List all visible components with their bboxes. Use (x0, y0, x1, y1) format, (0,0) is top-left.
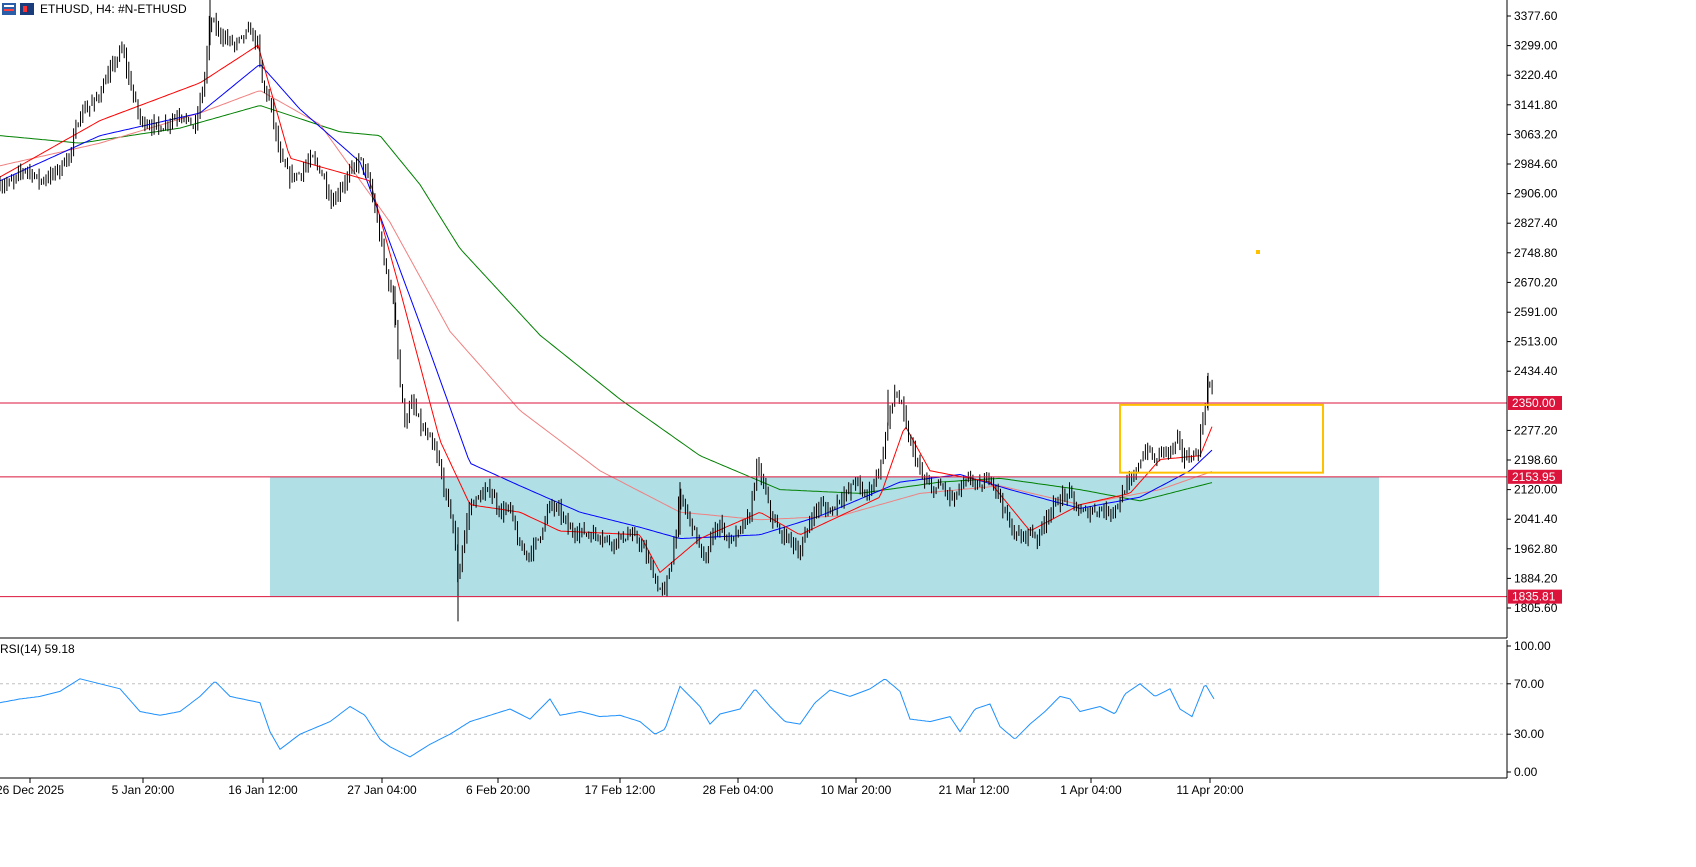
rsi-pane (0, 678, 1215, 758)
time-tick-label: 11 Apr 20:00 (1176, 783, 1243, 797)
one-click-trading-icon-part (23, 6, 27, 12)
ema-fast-line (0, 44, 1213, 574)
price-tick-label: 3141.80 (1514, 98, 1558, 112)
level-tags: 2350.00 2153.95 1835.81 (1508, 395, 1562, 604)
ema-long-line (0, 105, 1213, 502)
price-tick-label: 2513.00 (1514, 335, 1558, 349)
price-tick-label: 2827.40 (1514, 216, 1558, 230)
chart-type-icon-bar2 (4, 9, 14, 11)
price-tick-label: 2906.00 (1514, 187, 1558, 201)
price-tick-label: 2984.60 (1514, 157, 1558, 171)
price-tick-label: 2277.20 (1514, 423, 1558, 437)
moving-averages-layer (0, 44, 1213, 574)
rsi-tick-label: 30.00 (1514, 727, 1544, 741)
price-tick-label: 2748.80 (1514, 246, 1558, 260)
grid-layer (0, 683, 1507, 735)
level-tag-2 (1508, 589, 1562, 604)
chart-header: ETHUSD, H4: #N-ETHUSD (2, 2, 187, 16)
time-tick-label: 10 Mar 20:00 (821, 783, 892, 797)
rsi-line (0, 678, 1215, 758)
price-tick-label: 1962.80 (1514, 542, 1558, 556)
time-tick-label: 26 Dec 2025 (0, 783, 64, 797)
time-tick-label: 21 Mar 12:00 (939, 783, 1010, 797)
rsi-title: RSI(14) 59.18 (0, 642, 75, 656)
rsi-tick-label: 100.00 (1514, 639, 1551, 653)
time-tick-label: 6 Feb 20:00 (466, 783, 530, 797)
time-tick-label: 1 Apr 04:00 (1060, 783, 1122, 797)
time-tick-label: 28 Feb 04:00 (703, 783, 774, 797)
level-tag-1 (1508, 469, 1562, 484)
price-bars-layer (0, 0, 1213, 622)
time-tick-label: 27 Jan 04:00 (347, 783, 417, 797)
price-tick-label: 1805.60 (1514, 601, 1558, 615)
breakout-box-layer (1119, 403, 1324, 474)
time-axis[interactable]: 26 Dec 2025 5 Jan 20:00 16 Jan 12:00 27 Jan… (0, 778, 1244, 797)
symbol-title: ETHUSD, H4: #N-ETHUSD (40, 2, 187, 16)
time-tick-label: 5 Jan 20:00 (112, 783, 175, 797)
price-tick-label: 2198.60 (1514, 453, 1558, 467)
price-tick-label: 2041.40 (1514, 512, 1558, 526)
level-tag-label-1: 2153.95 (1512, 470, 1556, 484)
chart-marker (1256, 250, 1260, 254)
ema-slow-line (0, 90, 1213, 521)
price-tick-label: 3299.00 (1514, 39, 1558, 53)
time-tick-label: 17 Feb 12:00 (585, 783, 656, 797)
chart-type-icon-bar (4, 5, 14, 7)
support-zone[interactable] (270, 476, 1379, 597)
breakout-box[interactable] (1119, 403, 1324, 474)
level-tag-label-0: 2350.00 (1512, 396, 1556, 410)
price-tick-label: 2670.20 (1514, 275, 1558, 289)
price-tick-label: 1884.20 (1514, 571, 1558, 585)
price-tick-label: 3063.20 (1514, 127, 1558, 141)
rsi-tick-label: 70.00 (1514, 677, 1544, 691)
level-tag-0 (1508, 395, 1562, 410)
horizontal-levels-layer (0, 402, 1507, 598)
ema-mid-line (0, 64, 1213, 540)
rsi-axis[interactable]: 100.00 70.00 30.00 0.00 (1507, 639, 1551, 779)
price-tick-label: 2434.40 (1514, 364, 1558, 378)
price-tick-label: 2120.00 (1514, 483, 1558, 497)
price-tick-label: 3377.60 (1514, 9, 1558, 23)
time-tick-label: 16 Jan 12:00 (228, 783, 298, 797)
price-axis[interactable]: 3377.60 3299.00 3220.40 3141.80 3063.20 2984.… (1507, 9, 1558, 615)
price-tick-label: 3220.40 (1514, 68, 1558, 82)
support-zone-layer (270, 476, 1379, 597)
level-tag-label-2: 1835.81 (1512, 590, 1556, 604)
price-tick-label: 2591.00 (1514, 305, 1558, 319)
rsi-tick-label: 0.00 (1514, 765, 1538, 779)
